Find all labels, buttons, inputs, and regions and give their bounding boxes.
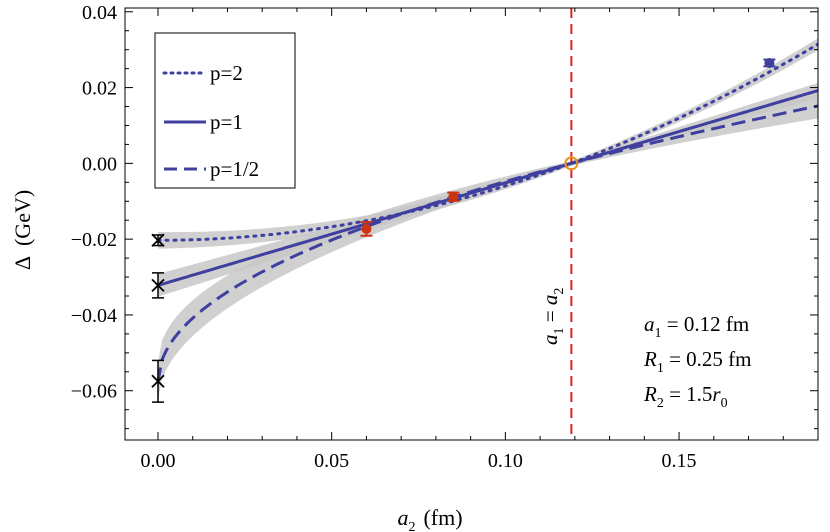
annotation-r2: R2 = 1.5r0 (643, 382, 728, 411)
data-point-0 (361, 223, 372, 234)
annotation-r2-var: R (643, 382, 657, 406)
vline-label-sub1: 1 (552, 328, 567, 335)
y-tick-label-2: −0.02 (71, 229, 117, 251)
annotation-a1: a1 = 0.12 fm (644, 312, 749, 341)
extrap-marker-1 (151, 278, 165, 293)
data-point-3 (764, 57, 775, 68)
annotation-a1-sub: 1 (655, 326, 662, 341)
legend-box (154, 32, 296, 189)
annotation-a1-rest: = 0.12 fm (662, 312, 750, 336)
y-tick-label-3: 0.00 (82, 153, 117, 175)
extrap-marker-2 (151, 374, 165, 388)
curve-p=2 (156, 42, 818, 242)
annotation-r1-rest: = 0.25 fm (664, 347, 752, 371)
x-axis-title-sub: 2 (408, 520, 415, 532)
annotation-r1-sub: 1 (657, 361, 664, 376)
data-points (360, 57, 776, 237)
vline-label-a1: a (538, 335, 562, 346)
data-point-2 (564, 156, 579, 171)
x-axis-title-unit: (fm) (423, 505, 462, 530)
annotation-r1-var: R (643, 347, 657, 371)
x-axis-title: a2 (fm) (397, 505, 462, 532)
annotation-r2-sub: 2 (657, 396, 664, 411)
plot-frame (124, 7, 819, 441)
vline-label-a2: a (538, 295, 562, 306)
vline-label-sub2: 2 (552, 288, 567, 295)
y-axis-title-unit: (GeV) (10, 190, 35, 246)
x-tick-label-1: 0.05 (314, 450, 349, 472)
y-axis-title: Δ (GeV) (10, 190, 35, 270)
x-tick-label-2: 0.10 (488, 450, 523, 472)
fit-curves (156, 42, 818, 382)
y-tick-label-4: 0.02 (82, 78, 117, 100)
curve-p=1/2 (156, 104, 818, 382)
annotation-r1: R1 = 0.25 fm (643, 347, 752, 376)
y-tick-label-5: 0.04 (82, 2, 117, 24)
vline-label: a1 = a2 (538, 288, 567, 345)
legend-label-p2: p=2 (210, 61, 243, 85)
y-tick-label-1: −0.04 (71, 305, 117, 327)
annotation-r2-sub2: 0 (721, 396, 728, 411)
x-tick-label-3: 0.15 (662, 450, 697, 472)
y-axis-title-sym: Δ (10, 256, 35, 270)
extrap-marker-0 (151, 233, 165, 247)
annotation-r2-var2: r (712, 382, 721, 406)
annotation-r2-rest: = 1.5 (664, 382, 713, 406)
vline-label-eq: = (538, 305, 562, 327)
annotation-a1-var: a (644, 312, 655, 336)
legend-label-p1: p=1 (210, 110, 243, 134)
y-tick-label-0: −0.06 (71, 381, 117, 403)
axis-ticks: 0.00 0.05 0.10 0.15 −0.06 −0.04 −0.02 0.00 0.02 0… (71, 2, 819, 472)
x-axis-title-var: a (397, 505, 408, 530)
extrapolated-points (151, 233, 165, 403)
legend: p=2 p=1 p=1/2 (154, 32, 296, 189)
x-tick-label-0: 0.00 (141, 450, 176, 472)
legend-label-p05: p=1/2 (210, 157, 259, 181)
data-point-1 (448, 191, 459, 202)
